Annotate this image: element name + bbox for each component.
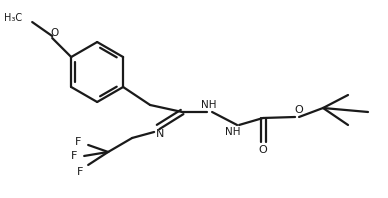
Text: F: F [77, 167, 83, 177]
Text: NH: NH [201, 100, 217, 110]
Text: H₃C: H₃C [4, 13, 22, 23]
Text: F: F [75, 137, 81, 147]
Text: N: N [156, 129, 164, 139]
Text: F: F [71, 151, 77, 161]
Text: O: O [259, 145, 267, 155]
Text: O: O [50, 28, 58, 38]
Text: O: O [294, 105, 303, 115]
Text: NH: NH [225, 127, 241, 137]
